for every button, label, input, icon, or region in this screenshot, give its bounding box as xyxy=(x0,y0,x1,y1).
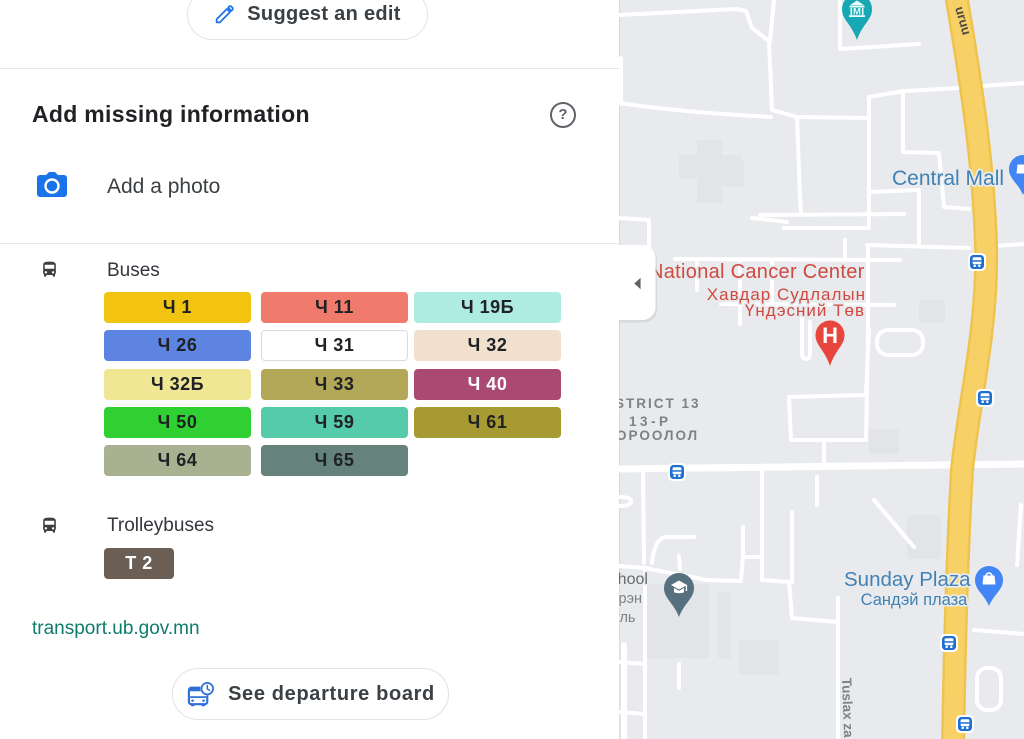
svg-text:13-Р: 13-Р xyxy=(629,414,672,429)
svg-text:Сандэй плаза: Сандэй плаза xyxy=(861,591,969,609)
svg-text:Central Mall: Central Mall xyxy=(892,167,1004,190)
svg-text:STRICT 13: STRICT 13 xyxy=(619,396,701,411)
svg-text:Sunday Plaza: Sunday Plaza xyxy=(844,568,971,591)
svg-text:H: H xyxy=(822,323,838,348)
svg-text:Үндэсний Төв: Үндэсний Төв xyxy=(745,301,865,320)
svg-text:M: M xyxy=(853,6,861,17)
svg-text:гууль: гууль xyxy=(619,610,636,626)
svg-text:Tuslax za: Tuslax za xyxy=(839,678,856,739)
svg-text:Хавдар Судлалын: Хавдар Судлалын xyxy=(707,285,866,304)
svg-text:School: School xyxy=(619,571,648,588)
svg-text:бүрэн: бүрэн xyxy=(619,591,642,607)
svg-text:National Cancer Center: National Cancer Center xyxy=(649,261,865,283)
svg-text:ОРООЛОЛ: ОРООЛОЛ xyxy=(619,428,699,443)
